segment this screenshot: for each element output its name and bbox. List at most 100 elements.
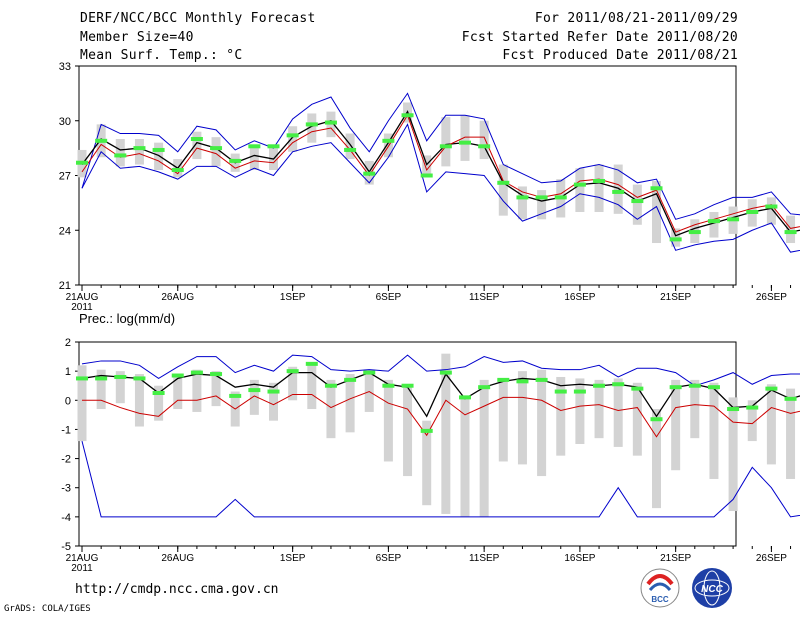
spread-box — [403, 385, 413, 477]
spread-box — [632, 382, 642, 456]
spread-box — [517, 186, 527, 220]
y-tick-label: 30 — [59, 116, 71, 128]
spread-box — [249, 379, 259, 415]
median-marker — [267, 144, 280, 149]
spread-box — [498, 378, 508, 462]
bcc-logo: BCC — [640, 568, 680, 608]
median-marker — [516, 195, 529, 200]
x-tick-label: 6SEP — [376, 292, 402, 303]
x-tick-label: 11SEP — [469, 292, 500, 303]
median-marker — [324, 383, 337, 388]
median-marker — [554, 389, 567, 394]
spread-box — [690, 379, 700, 439]
median-marker — [95, 138, 108, 143]
spread-box — [269, 382, 278, 421]
median-marker — [727, 407, 740, 412]
median-marker — [248, 144, 261, 149]
spread-box — [556, 376, 566, 456]
median-marker — [420, 173, 433, 178]
temp-variable-label: Mean Surf. Temp.: °C — [80, 48, 243, 63]
ncc-logo-text: NCC — [701, 584, 723, 595]
spread-box — [345, 133, 355, 160]
median-marker — [497, 180, 510, 185]
median-marker — [229, 393, 242, 398]
series-line-max — [81, 354, 800, 387]
median-marker — [210, 146, 223, 151]
median-marker — [631, 386, 644, 391]
spread-box — [326, 379, 336, 439]
spread-box — [613, 164, 623, 214]
x-tick-label: 21SEP — [660, 553, 691, 564]
spread-box — [594, 164, 604, 212]
spread-box — [211, 371, 221, 407]
median-marker — [133, 376, 146, 381]
median-marker — [727, 217, 740, 222]
median-marker — [650, 417, 663, 422]
median-marker — [344, 377, 357, 382]
median-marker — [516, 379, 529, 384]
spread-box — [115, 371, 125, 404]
series-line-mean — [81, 110, 800, 237]
spread-box — [537, 369, 547, 477]
median-marker — [420, 428, 433, 433]
median-marker — [765, 386, 778, 391]
median-marker — [573, 182, 586, 187]
median-marker — [612, 189, 625, 194]
y-tick-label: -3 — [61, 483, 71, 495]
median-marker — [267, 389, 280, 394]
median-marker — [535, 377, 548, 382]
spread-box — [537, 190, 547, 220]
median-marker — [746, 405, 759, 410]
median-marker — [171, 168, 184, 173]
median-marker — [631, 199, 644, 204]
spread-box — [249, 144, 259, 171]
spread-box — [364, 369, 374, 412]
median-marker — [707, 385, 720, 390]
median-marker — [707, 219, 720, 224]
spread-box — [652, 409, 661, 509]
median-marker — [478, 385, 491, 390]
spread-box — [575, 168, 585, 212]
median-marker — [784, 230, 797, 235]
y-tick-label: -4 — [61, 512, 71, 524]
x-tick-label: 1SEP — [280, 553, 306, 564]
median-marker — [746, 210, 759, 214]
temperature-chart: 21 24 27 30 33 21AUG 26AUG 1SEP 6SEP 11SEP 16SEP 21… — [59, 61, 800, 313]
median-marker — [229, 158, 242, 163]
spread-box — [134, 374, 144, 427]
spread-box — [786, 215, 796, 244]
spread-box — [441, 353, 451, 514]
x-tick-label: 26SEP — [756, 553, 787, 564]
spread-box — [479, 379, 489, 517]
median-marker — [459, 395, 471, 400]
median-marker — [114, 374, 127, 379]
median-marker — [152, 147, 165, 152]
grads-credit: GrADS: COLA/IGES — [4, 604, 91, 614]
median-marker — [382, 383, 395, 388]
spread-box — [192, 131, 202, 160]
median-marker — [439, 370, 452, 375]
y-tick-label: 27 — [59, 171, 71, 183]
spread-box — [96, 369, 106, 410]
median-marker — [190, 137, 203, 141]
spread-box — [345, 374, 355, 433]
median-marker — [554, 195, 567, 200]
spread-box — [115, 139, 125, 167]
y-tick-label: -2 — [61, 454, 71, 466]
refer-date: Fcst Started Refer Date 2011/08/20 — [461, 30, 738, 45]
median-marker — [593, 178, 606, 183]
ncc-logo: NCC — [692, 568, 732, 608]
series-line-min — [81, 123, 800, 253]
source-url[interactable]: http://cmdp.ncc.cma.gov.cn — [75, 582, 279, 597]
spread-box — [613, 378, 623, 447]
bcc-logo-text: BCC — [651, 595, 669, 604]
median-marker — [344, 147, 357, 152]
median-marker — [248, 388, 261, 393]
x-tick-label: 1SEP — [280, 292, 306, 303]
spread-box — [728, 397, 738, 512]
median-marker — [152, 391, 165, 395]
spread-box — [288, 366, 298, 401]
precip-variable-label: Prec.: log(mm/d) — [79, 311, 175, 326]
spread-box — [154, 385, 164, 421]
